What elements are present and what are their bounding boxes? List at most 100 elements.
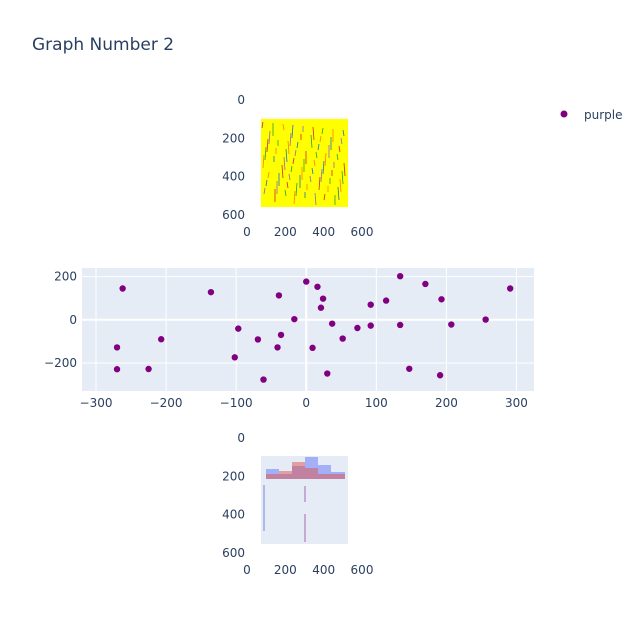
raster-streak [311, 167, 314, 175]
raster-streak [310, 134, 313, 149]
raster-dot [304, 494, 306, 496]
raster-dot [304, 516, 306, 518]
x-tick-label: 200 [274, 225, 297, 239]
raster-dot [304, 536, 306, 538]
histogram-bar-red [279, 471, 292, 479]
x-tick-label: 200 [435, 396, 458, 410]
scatter-point [396, 321, 404, 329]
scatter-point [274, 344, 281, 351]
scatter-point [367, 301, 374, 308]
scatter-point [291, 315, 298, 323]
legend[interactable]: purple [560, 108, 623, 122]
raster-dot [304, 528, 306, 530]
raster-streak [317, 143, 320, 151]
raster-dot [263, 513, 265, 515]
x-tick-label: −300 [80, 396, 113, 410]
scatter-point [482, 316, 489, 323]
scatter-point [354, 324, 361, 332]
raster-dot [304, 522, 306, 524]
raster-streak [315, 151, 318, 159]
histogram-bar-red [305, 468, 318, 479]
raster-streak [265, 179, 268, 187]
scatter-point [277, 331, 285, 339]
y-tick-label: 400 [222, 508, 245, 522]
raster-dot [304, 526, 306, 528]
scatter-point [260, 376, 267, 383]
scatter-point [119, 285, 126, 292]
x-tick-label: 0 [243, 563, 251, 577]
raster-dot [263, 505, 265, 507]
raster-streak [313, 159, 316, 167]
raster-dot [304, 498, 306, 500]
raster-dot [304, 518, 306, 520]
raster-streak [322, 160, 325, 175]
raster-streak [337, 186, 340, 201]
raster-streak [264, 146, 267, 161]
image-panel-bottom: 0 200 400 600 0 200 400 600 [222, 431, 373, 577]
x-tick-label: 100 [365, 396, 388, 410]
image-panel-top: 0 200 400 600 0 200 400 600 [222, 93, 373, 239]
scatter-point [231, 354, 238, 361]
x-tick-label: 600 [351, 563, 374, 577]
raster-streak [282, 123, 285, 131]
yellow-plot-raster [261, 119, 348, 207]
scatter-point [254, 336, 262, 343]
y-tick-label: 200 [54, 270, 77, 284]
raster-dot [263, 501, 265, 503]
raster-streak [336, 153, 339, 161]
raster-streak [343, 162, 346, 177]
raster-dot [304, 490, 306, 492]
raster-streak [318, 176, 321, 191]
raster-streak [309, 175, 312, 183]
scatter-point [339, 335, 346, 342]
scatter-point [324, 370, 331, 377]
raster-dot [304, 532, 306, 534]
scatter-point [303, 278, 310, 285]
raster-dot [263, 521, 265, 523]
legend-marker [560, 110, 568, 118]
raster-streak [340, 137, 343, 145]
y-tick-label: 400 [222, 170, 245, 184]
y-tick-label: 600 [222, 546, 245, 560]
scatter-grid [82, 268, 534, 391]
raster-dot [263, 515, 265, 517]
raster-streak [286, 181, 289, 189]
raster-streak [283, 156, 286, 171]
scatter-point [382, 297, 390, 304]
scatter-point [235, 325, 242, 332]
y-tick-label: 0 [69, 313, 77, 327]
x-tick-label: 200 [274, 563, 297, 577]
raster-dot [304, 492, 306, 494]
raster-dot [263, 493, 265, 495]
raster-streak [319, 135, 322, 143]
raster-dot [263, 509, 265, 511]
raster-dot [263, 523, 265, 525]
raster-dot [263, 491, 265, 493]
y-tick-label: 0 [237, 93, 245, 107]
scatter-point [506, 285, 514, 292]
histogram-bars [266, 457, 345, 479]
x-tick-label: −100 [220, 396, 253, 410]
scatter-plot-area [82, 268, 534, 391]
histogram-bar-red [292, 462, 305, 479]
scatter-point [396, 273, 404, 280]
raster-dot [263, 519, 265, 521]
raster-dot [304, 524, 306, 526]
scatter-point [406, 365, 413, 372]
raster-dot [304, 514, 306, 516]
y-tick-label: 200 [222, 131, 245, 145]
raster-streak [339, 178, 342, 193]
y-tick-label: 600 [222, 208, 245, 222]
raster-dot [263, 497, 265, 499]
x-tick-label: 400 [312, 563, 335, 577]
raster-dot [263, 495, 265, 497]
raster-dot [263, 529, 265, 531]
raster-dot [263, 489, 265, 491]
raster-streak [288, 173, 291, 181]
raster-streaks [261, 121, 346, 206]
x-tick-label: 300 [505, 396, 528, 410]
scatter-point [367, 322, 374, 329]
raster-streak [261, 121, 264, 129]
raster-streak [263, 187, 266, 195]
raster-streak [323, 193, 326, 201]
